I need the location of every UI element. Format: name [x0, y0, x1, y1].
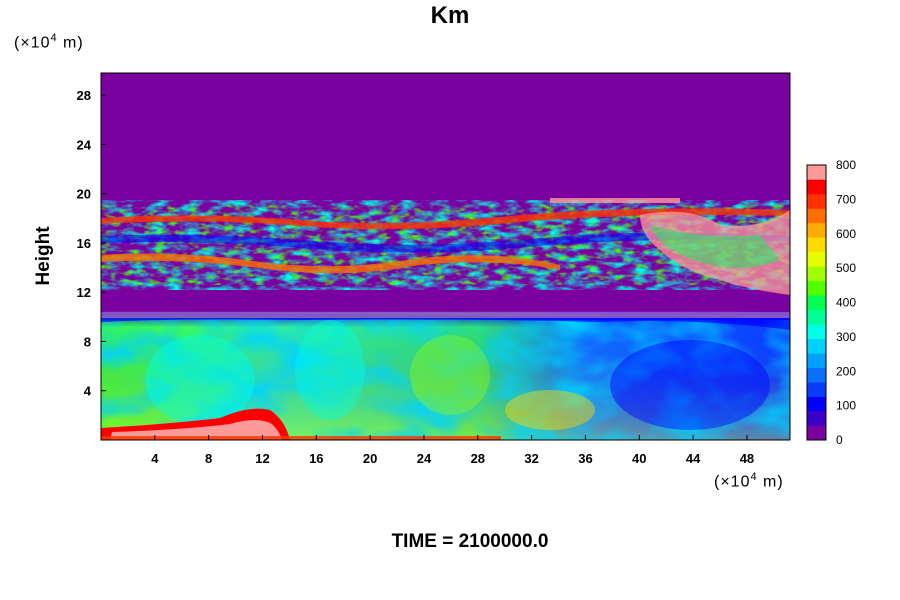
colorbar-swatch	[807, 324, 826, 339]
y-axis-label: Height	[33, 226, 54, 286]
colorbar-swatch	[807, 338, 826, 354]
heatmap-field	[101, 73, 790, 440]
x-tick-label: 44	[686, 451, 701, 466]
x-tick-label: 24	[417, 451, 432, 466]
colorbar-tick-label: 0	[836, 433, 843, 447]
upper-maximum	[640, 210, 790, 295]
chart-title: Km	[430, 2, 470, 29]
colorbar-swatch	[807, 425, 826, 441]
colorbar-swatch	[807, 280, 826, 296]
x-tick-label: 40	[632, 451, 646, 466]
y-tick-label: 28	[77, 88, 91, 103]
colorbar-frame	[806, 164, 827, 441]
colorbar-swatch	[807, 396, 826, 412]
y-axis-unit: (×104 m)	[14, 32, 84, 52]
x-tick-label: 16	[309, 451, 323, 466]
x-tick-label: 4	[151, 451, 159, 466]
colorbar-tick-label: 600	[836, 227, 856, 241]
y-tick-label: 8	[84, 334, 91, 349]
colorbar-swatch	[807, 193, 826, 209]
x-tick-label: 28	[471, 451, 485, 466]
x-tick-label: 12	[255, 451, 269, 466]
time-caption: TIME = 2100000.0	[391, 531, 549, 552]
x-axis-unit: (×104 m)	[714, 471, 784, 491]
x-tick-label: 8	[205, 451, 212, 466]
colorbar-swatch	[807, 353, 826, 368]
x-tick-label: 20	[363, 451, 377, 466]
y-tick-label: 16	[77, 236, 91, 251]
colorbar-tick-label: 200	[836, 364, 856, 378]
plot-frame	[100, 72, 791, 441]
colorbar-tick-label: 100	[836, 399, 856, 413]
colorbar-swatch	[807, 266, 826, 282]
colorbar-swatch	[807, 208, 826, 224]
colorbar-tick-label: 300	[836, 330, 856, 344]
colorbar	[806, 164, 827, 441]
colorbar-swatch	[807, 222, 826, 238]
x-tick-label: 32	[524, 451, 538, 466]
x-tick-label: 36	[578, 451, 592, 466]
y-tick-label: 12	[77, 285, 91, 300]
y-axis: 4 8 12 16 20 24 28	[77, 88, 106, 399]
colorbar-swatch	[807, 382, 826, 397]
colorbar-swatch	[807, 295, 826, 311]
colorbar-tick-label: 500	[836, 261, 856, 275]
colorbar-swatch	[807, 179, 826, 195]
colorbar-swatch	[807, 165, 826, 180]
colorbar-tick-label: 400	[836, 296, 856, 310]
x-tick-label: 48	[740, 451, 754, 466]
y-tick-label: 4	[84, 384, 92, 399]
colorbar-swatch	[807, 411, 826, 426]
colorbar-tick-label: 800	[836, 158, 856, 172]
colorbar-axis: 0 100 200 300 400 500 600 700 800	[836, 158, 856, 447]
colorbar-swatch	[807, 251, 826, 267]
colorbar-swatch	[807, 237, 826, 253]
y-tick-label: 24	[77, 137, 92, 152]
x-axis: 4 8 12 16 20 24 28 32 36 40 44 48	[151, 435, 754, 466]
colorbar-swatch	[807, 309, 826, 325]
colorbar-swatch	[807, 367, 826, 383]
y-tick-label: 20	[77, 187, 91, 202]
colorbar-tick-label: 700	[836, 192, 856, 206]
